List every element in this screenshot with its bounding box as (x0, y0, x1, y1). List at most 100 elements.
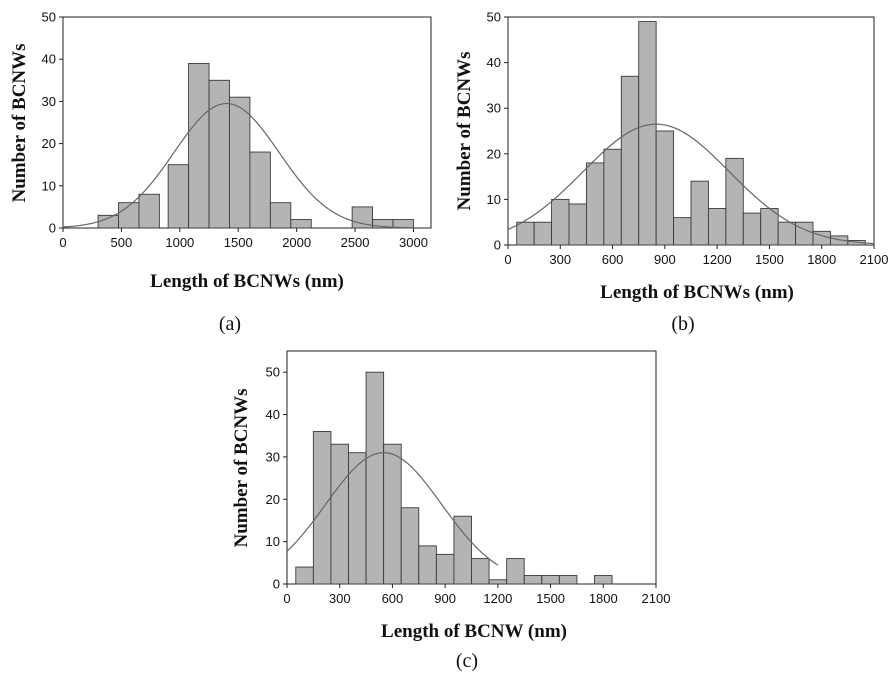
bar-b-6 (620, 75, 640, 246)
gaussian-fit-a (62, 102, 414, 229)
bar-c-15 (558, 575, 578, 585)
bar-b-16 (795, 221, 814, 246)
x-tick-label: 1800 (589, 591, 618, 606)
y-axis-title-b: Number of BCNWs (454, 51, 475, 210)
panel-b: 0 10 20 30 40 50 0 300 600 900 1200 1500 1800 2100 N… (454, 10, 888, 336)
bar-b-3 (568, 203, 587, 246)
x-tick-label: 2100 (860, 252, 889, 267)
bar-c-0 (295, 566, 314, 585)
x-tick-label: 600 (382, 591, 404, 606)
x-tick-label: 500 (111, 235, 133, 250)
x-tick-label: 1800 (807, 252, 836, 267)
x-tick-label: 3000 (399, 235, 428, 250)
x-ticks-c: 0 300 600 900 1200 1500 1800 2100 (283, 584, 670, 606)
y-tick-label: 30 (42, 94, 56, 109)
x-tick-label: 900 (434, 591, 456, 606)
x-tick-label: 2000 (282, 235, 311, 250)
y-tick-label: 50 (487, 10, 501, 25)
bar-c-7 (418, 545, 437, 585)
x-tick-label: 0 (504, 252, 511, 267)
y-tick-label: 40 (266, 407, 280, 422)
x-tick-label: 2500 (341, 235, 370, 250)
x-tick-label: 300 (549, 252, 571, 267)
bar-b-15 (777, 221, 797, 246)
bar-a-4 (188, 62, 210, 229)
y-tick-label: 50 (266, 365, 280, 380)
bar-c-1 (312, 431, 332, 585)
bar-b-2 (551, 198, 570, 246)
bar-b-12 (725, 157, 744, 246)
bars-b (516, 21, 866, 246)
x-tick-label: 600 (602, 252, 624, 267)
bar-c-11 (488, 579, 508, 585)
y-ticks-b: 0 10 20 30 40 50 (487, 10, 508, 253)
bar-b-5 (603, 148, 622, 246)
bar-b-4 (585, 162, 605, 246)
x-axis-title-a: Length of BCNWs (nm) (150, 271, 344, 292)
y-tick-label: 40 (487, 55, 501, 70)
y-ticks-c: 0 10 20 30 40 50 (266, 365, 287, 592)
y-tick-label: 30 (266, 449, 280, 464)
y-axis-title-a: Number of BCNWs (9, 43, 30, 202)
bar-c-13 (523, 575, 543, 585)
x-tick-label: 1500 (536, 591, 565, 606)
bar-b-0 (516, 221, 535, 246)
x-ticks-b: 0 300 600 900 1200 1500 1800 2100 (504, 245, 888, 267)
bar-c-17 (594, 575, 613, 585)
y-tick-label: 10 (42, 178, 56, 193)
bars-a (97, 62, 414, 229)
bar-c-12 (506, 558, 525, 585)
bar-b-10 (690, 180, 709, 246)
y-ticks-a: 0 10 20 30 40 50 (42, 10, 63, 236)
x-axis-title-c: Length of BCNW (nm) (381, 621, 567, 642)
caption-a: (a) (219, 313, 241, 335)
x-tick-label: 2100 (642, 591, 671, 606)
x-tick-label: 1200 (703, 252, 732, 267)
bar-b-11 (707, 208, 727, 246)
bar-c-9 (453, 515, 472, 585)
bar-b-9 (673, 217, 692, 246)
y-tick-label: 0 (494, 238, 501, 253)
y-axis-title-c: Number of BCNWs (231, 388, 252, 547)
bar-b-1 (533, 221, 553, 246)
y-tick-label: 20 (266, 492, 280, 507)
x-tick-label: 1200 (483, 591, 512, 606)
bar-b-13 (742, 212, 762, 246)
y-tick-label: 20 (487, 146, 501, 161)
bar-c-6 (400, 507, 420, 585)
bar-c-14 (541, 575, 560, 585)
y-tick-label: 10 (266, 534, 280, 549)
y-tick-label: 10 (487, 192, 501, 207)
x-axis-title-b: Length of BCNWs (nm) (600, 282, 794, 303)
bar-a-6 (229, 96, 251, 229)
bar-a-3 (167, 164, 190, 229)
bar-b-7 (638, 21, 657, 246)
bar-a-0 (97, 214, 119, 229)
x-tick-label: 1500 (755, 252, 784, 267)
x-ticks-a: 0 500 1000 1500 2000 2500 3000 (59, 228, 428, 250)
bar-c-2 (330, 443, 349, 585)
caption-b: (b) (671, 313, 694, 335)
bar-c-10 (471, 558, 490, 585)
y-tick-label: 0 (49, 221, 56, 236)
y-tick-label: 0 (273, 577, 280, 592)
panel-c: 0 10 20 30 40 50 0 300 600 900 1200 1500 1800 2100 N… (231, 350, 670, 672)
bar-a-8 (269, 202, 292, 229)
bar-b-14 (760, 208, 779, 246)
x-tick-label: 0 (59, 235, 66, 250)
panel-a: 0 10 20 30 40 50 0 500 1000 1500 2000 2500 3000 Num… (9, 10, 432, 335)
bar-c-5 (383, 443, 402, 585)
x-tick-label: 300 (329, 591, 351, 606)
x-tick-label: 1000 (165, 235, 194, 250)
caption-c: (c) (456, 650, 478, 672)
gaussian-fit-c (286, 452, 499, 566)
gaussian-fit-b (507, 123, 875, 245)
x-tick-label: 900 (654, 252, 676, 267)
y-tick-label: 40 (42, 52, 56, 67)
bar-b-8 (655, 130, 675, 246)
x-tick-label: 1500 (224, 235, 253, 250)
bar-a-5 (208, 79, 230, 229)
bar-a-9 (290, 219, 312, 229)
y-tick-label: 50 (42, 10, 56, 25)
bar-c-8 (435, 553, 455, 585)
